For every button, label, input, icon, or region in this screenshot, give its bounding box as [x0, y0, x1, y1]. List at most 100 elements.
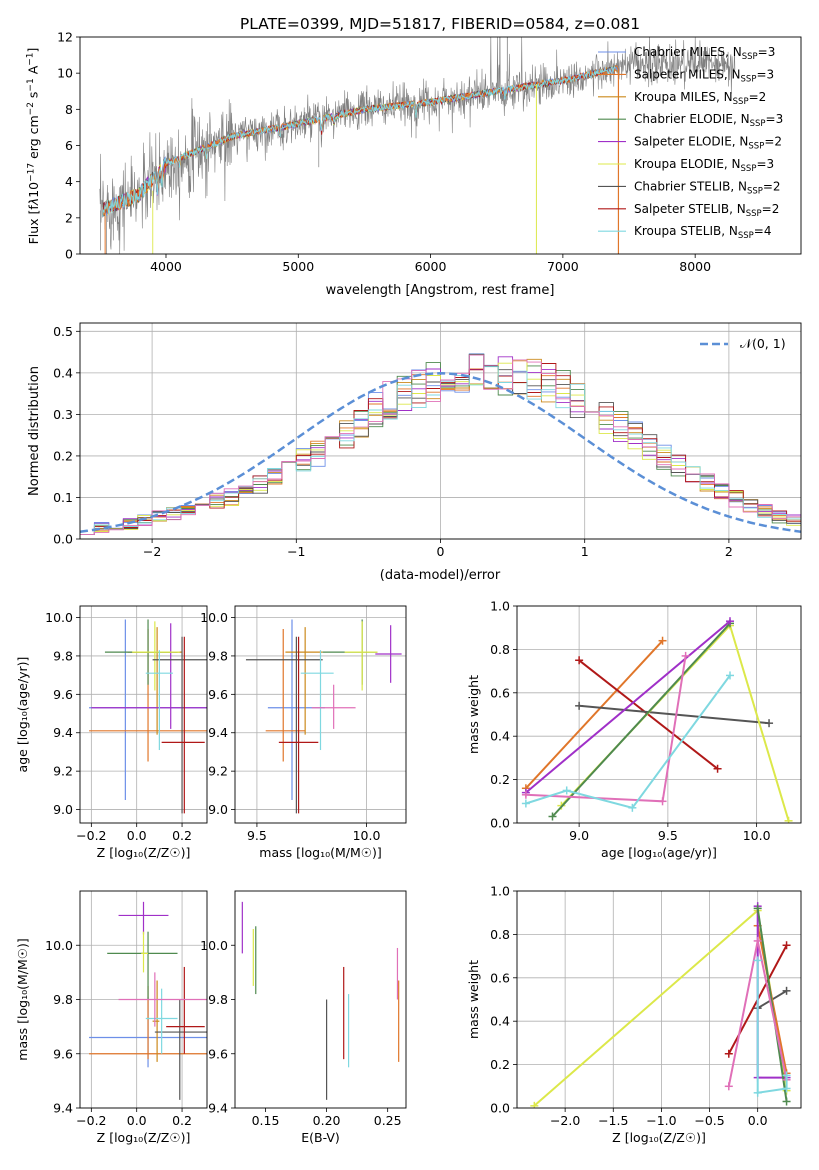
y-tick-label: 0.6: [490, 970, 510, 985]
y-tick-label: 0.1: [53, 490, 73, 505]
data-point: [107, 931, 178, 1000]
y-tick-label: 9.0: [53, 802, 73, 817]
model-spectrum-salpeter-stelib: [102, 65, 616, 218]
y-tick-label: 0.0: [490, 816, 510, 831]
axes-frame: [79, 890, 208, 1109]
weight-series: [521, 651, 690, 806]
data-point: [132, 621, 180, 691]
label-part: −17: [26, 163, 36, 182]
y-tick-label: 6: [65, 138, 73, 153]
y-tick-label: 9.8: [208, 648, 228, 663]
plot-area: [89, 901, 207, 1100]
legend-sub: SSP: [738, 231, 754, 241]
legend-count: =2: [762, 202, 780, 216]
x-tick-label: 10.0: [353, 828, 381, 843]
legend-count: =3: [756, 67, 774, 81]
y-tick-label: 10.0: [45, 938, 73, 953]
weight-line: [756, 908, 788, 1102]
y-tick-label: 4: [65, 174, 73, 189]
x-tick-label: 0.2: [172, 828, 192, 843]
y-tick-label: 0.8: [490, 642, 510, 657]
label-part: erg cm: [26, 115, 41, 163]
x-tick-label: 0.0: [127, 1113, 147, 1128]
legend-sub: SSP: [741, 164, 757, 174]
data-point: [265, 629, 306, 762]
y-tick-label: 9.6: [53, 1046, 73, 1061]
data-point: [118, 972, 207, 1027]
axes-frame: [79, 36, 802, 255]
legend-name: Chabrier MILES, N: [634, 45, 742, 59]
plot-area: [99, 37, 736, 254]
data-point: [152, 636, 207, 814]
data-point: [344, 621, 378, 691]
label-part: A: [25, 65, 40, 78]
legend-count: =3: [756, 157, 774, 171]
weight-series: [753, 904, 791, 1106]
data-point: [278, 636, 319, 814]
data-point: [300, 650, 334, 751]
x-tick-label: 4000: [150, 259, 182, 274]
axes-frame: [516, 890, 802, 1109]
axes-frame: [234, 890, 407, 1109]
data-point: [161, 636, 205, 814]
observed-spectrum: [99, 37, 736, 254]
y-tick-label: 0.0: [490, 1101, 510, 1116]
legend-count: =3: [758, 45, 776, 59]
y-tick-label: 1.0: [490, 884, 510, 899]
weight-line: [551, 622, 731, 818]
y-tick-label: 0.2: [490, 772, 510, 787]
data-point: [154, 999, 207, 1100]
y-tick-label: 0.2: [53, 448, 73, 463]
y-tick-label: 9.4: [53, 725, 73, 740]
legend-sub: SSP: [742, 52, 758, 62]
y-tick-label: 10: [57, 66, 73, 81]
x-tick-label: 10.0: [743, 828, 771, 843]
y-tick-label: 0.2: [490, 1057, 510, 1072]
axes-frame: [79, 605, 208, 824]
legend: 𝒩(0, 1): [700, 336, 786, 351]
legend-label: Salpeter MILES, NSSP=3: [634, 67, 774, 84]
label-part: s: [26, 92, 41, 103]
legend-count: =2: [763, 179, 781, 193]
axes-age_vs_Z: −0.2 0.0 0.2 9.0 9.2 9.4 9.6 9.8 10.0: [45, 605, 208, 843]
y-axis-label: age [log₁₀(age/yr)]: [15, 657, 30, 773]
weight-line: [525, 640, 664, 789]
legend-sub: SSP: [741, 74, 757, 84]
y-tick-label: 0.6: [490, 685, 510, 700]
ticks: −0.2 0.0 0.2 9.0 9.2 9.4 9.6 9.8 10.0: [45, 610, 192, 843]
axes-weight_vs_Z: −2.0 −1.5 −1.0 −0.5 0.0 0.0 0.2 0.4 0.6 0.8 1.0: [490, 884, 802, 1129]
weight-line: [756, 960, 788, 1094]
weight-line: [533, 908, 788, 1107]
x-tick-label: 6000: [415, 259, 447, 274]
label-part: Flux [f: [26, 205, 41, 245]
x-tick-label: 9.5: [247, 828, 267, 843]
axes-mass_vs_ebv: 0.15 0.20 0.25 9.4 9.6 9.8 10.0: [200, 890, 407, 1128]
plot-area: [521, 617, 793, 823]
x-tick-label: 1: [581, 544, 589, 559]
ticks: −0.2 0.0 0.2 9.4 9.6 9.8 10.0: [45, 938, 192, 1128]
y-tick-label: 10.0: [200, 938, 228, 953]
x-axis-label: mass [log₁₀(M/M☉)]: [259, 845, 381, 860]
x-axis-label: wavelength [Angstrom, rest frame]: [326, 283, 555, 298]
label-part: −1: [26, 52, 36, 65]
data-point: [375, 625, 402, 683]
y-tick-label: 0.3: [53, 407, 73, 422]
x-tick-label: 0.0: [748, 1113, 768, 1128]
axes-frame: [234, 605, 407, 824]
y-tick-label: 10.0: [45, 610, 73, 625]
plot-area: [530, 902, 791, 1108]
data-point: [91, 623, 207, 729]
legend-name: Chabrier STELIB, N: [634, 179, 747, 193]
weight-line: [579, 704, 770, 725]
ticks: 0.15 0.20 0.25 9.4 9.6 9.8 10.0: [200, 938, 401, 1128]
label-part: −1: [26, 78, 36, 91]
legend-sub: SSP: [747, 186, 763, 196]
y-axis-label: mass weight: [466, 675, 481, 754]
weight-series: [521, 617, 734, 797]
y-tick-label: 9.4: [208, 1101, 228, 1116]
label-part: λ: [26, 198, 41, 206]
legend-sub: SSP: [733, 97, 749, 107]
ticks: −2.0 −1.5 −1.0 −0.5 0.0 0.0 0.2 0.4 0.6 0.8 1.0: [490, 884, 768, 1129]
ticks: 9.0 9.5 10.0 0.0 0.2 0.4 0.6 0.8 1.0: [490, 599, 770, 844]
